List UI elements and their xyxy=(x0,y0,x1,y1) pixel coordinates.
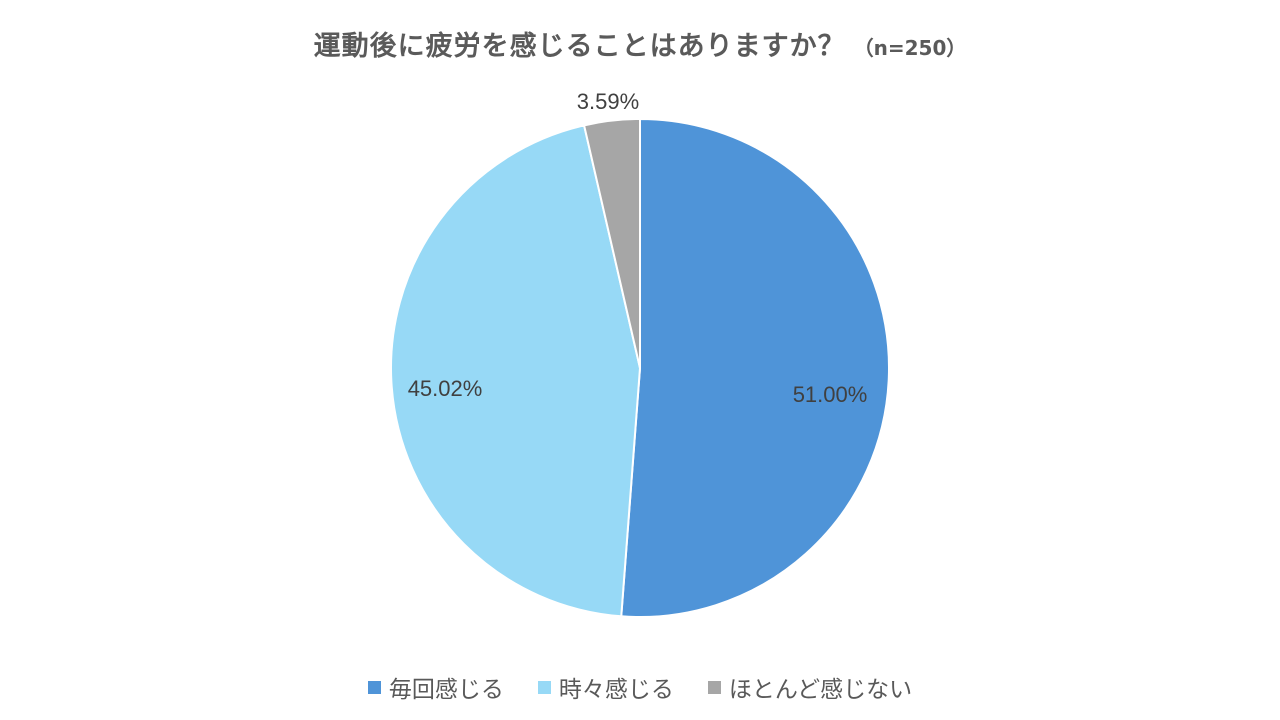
legend-label: 時々感じる xyxy=(558,677,674,703)
legend-item: 時々感じる xyxy=(537,670,674,704)
pie-slice xyxy=(582,117,641,369)
slice-data-label: 3.59% xyxy=(577,89,639,114)
pie-slice xyxy=(390,124,642,618)
chart-subtitle: （n=250） xyxy=(853,36,967,60)
legend-label: ほとんど感じない xyxy=(728,677,913,703)
chart-title-area: 運動後に疲労を感じることはありますか？ （n=250） xyxy=(0,24,1280,63)
chart-title: 運動後に疲労を感じることはありますか？ xyxy=(313,31,846,62)
legend-label: 毎回感じる xyxy=(388,677,504,703)
pie-slice xyxy=(620,117,890,618)
slice-data-label: 45.02% xyxy=(408,376,483,401)
slice-data-label: 51.00% xyxy=(793,382,868,407)
legend-swatch xyxy=(367,680,381,694)
legend-swatch xyxy=(707,680,721,694)
chart-legend: 毎回感じる 時々感じる ほとんど感じない xyxy=(0,670,1280,704)
legend-item: ほとんど感じない xyxy=(707,670,913,704)
legend-item: 毎回感じる xyxy=(367,670,504,704)
legend-swatch xyxy=(537,680,551,694)
